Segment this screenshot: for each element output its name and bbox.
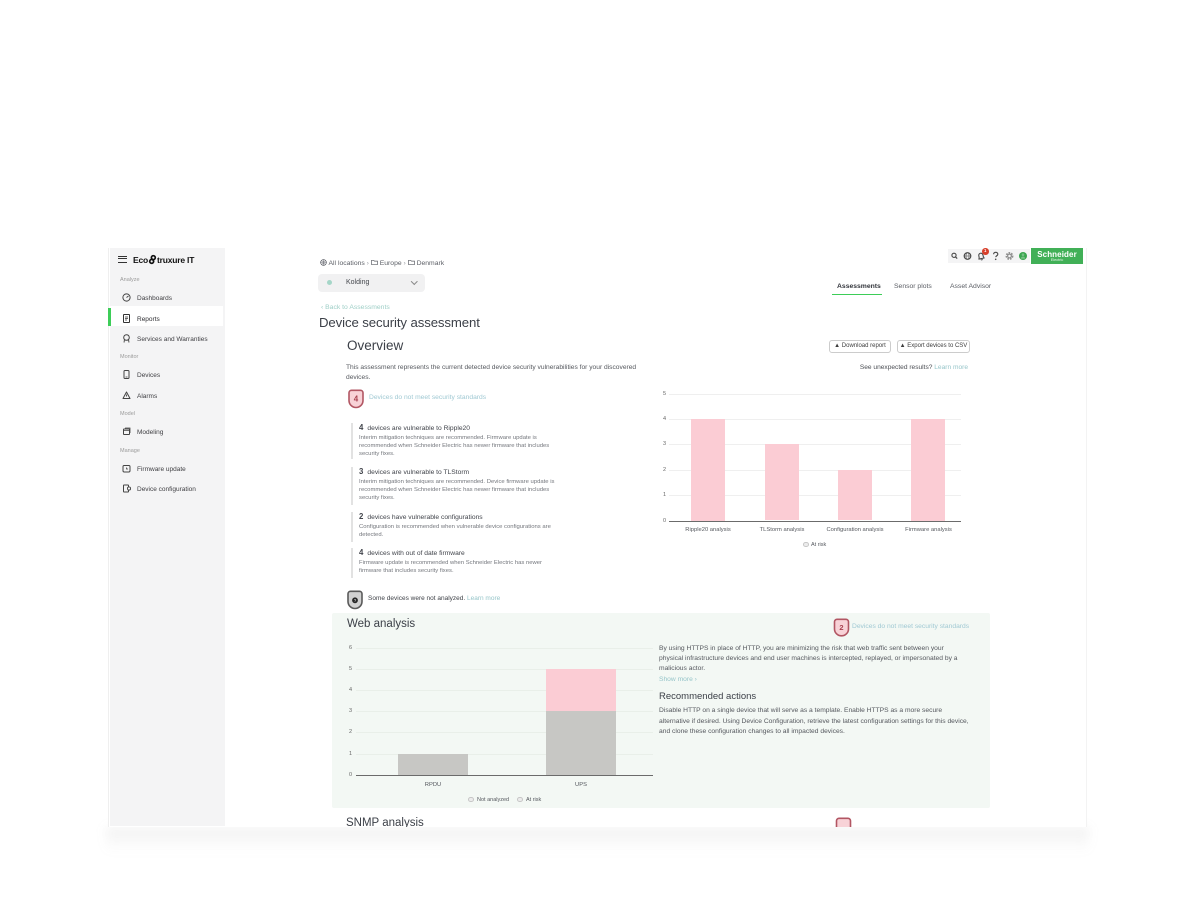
svg-text:?: ? — [354, 597, 357, 602]
svg-text:2: 2 — [839, 623, 843, 632]
svg-text:4: 4 — [353, 395, 358, 404]
